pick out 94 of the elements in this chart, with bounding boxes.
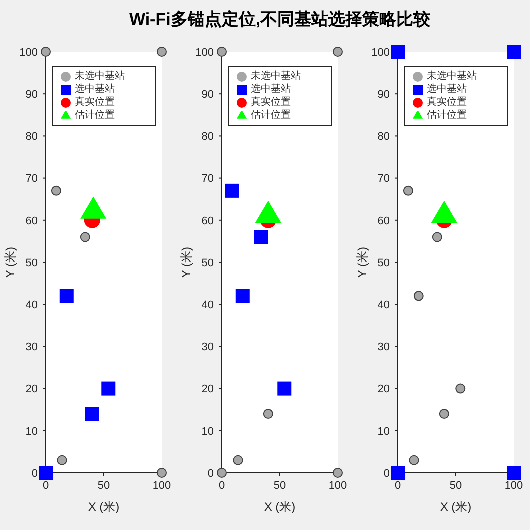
point (51, 186, 62, 196)
y-tick-label: 10 (26, 426, 38, 438)
point (254, 230, 268, 244)
y-tick-label: 10 (378, 426, 390, 438)
y-tick-label: 90 (202, 89, 214, 102)
point (456, 384, 466, 394)
y-tick-label: 100 (372, 46, 390, 59)
legend-label: 未选中基站 (427, 71, 477, 82)
y-tick-label: 0 (384, 468, 390, 480)
y-tick-label: 100 (20, 46, 38, 59)
point (414, 291, 424, 302)
x-tick-label: 0 (394, 480, 402, 492)
point (432, 232, 442, 242)
y-tick-label: 40 (202, 300, 214, 312)
chart-title: Wi-Fi多锚点定位,不同基站选择策略比较 (128, 9, 432, 31)
point (391, 45, 405, 59)
point (439, 409, 450, 420)
y-tick-label: 60 (26, 215, 38, 228)
x-tick-label: 100 (504, 480, 524, 492)
point (41, 47, 51, 57)
y-tick-label: 50 (26, 257, 38, 270)
legend-label: 选中基站 (427, 84, 467, 95)
point (236, 289, 250, 304)
point (217, 47, 227, 57)
point (157, 47, 167, 57)
y-axis-title: Y (米) (3, 246, 18, 278)
point (333, 468, 343, 478)
y-tick-label: 40 (378, 300, 390, 312)
y-tick-label: 50 (202, 257, 214, 270)
point (225, 184, 240, 198)
legend-label: 估计位置 (75, 110, 115, 121)
y-tick-label: 20 (202, 384, 214, 396)
y-axis-title: Y (米) (179, 246, 194, 278)
point (233, 455, 244, 466)
point (39, 466, 53, 480)
point (431, 200, 458, 224)
point (278, 382, 292, 396)
legend-label: 选中基站 (251, 84, 291, 95)
y-tick-label: 20 (378, 384, 390, 396)
point (409, 455, 420, 466)
y-tick-label: 20 (26, 384, 38, 396)
x-tick-label: 50 (450, 480, 462, 492)
y-tick-label: 10 (202, 426, 214, 438)
y-tick-label: 90 (26, 89, 38, 102)
point (507, 45, 521, 59)
point (403, 186, 414, 196)
y-tick-label: 0 (208, 468, 214, 480)
point (391, 466, 405, 480)
x-tick-label: 0 (42, 480, 50, 492)
y-tick-label: 30 (202, 342, 214, 354)
point (57, 455, 68, 466)
x-tick-label: 100 (152, 480, 172, 492)
legend-label: 真实位置 (427, 97, 467, 108)
y-axis-title: Y (米) (355, 246, 370, 278)
x-tick-label: 50 (98, 480, 110, 492)
x-tick-label: 0 (218, 480, 226, 492)
y-tick-label: 0 (32, 468, 38, 480)
y-tick-label: 80 (26, 131, 38, 144)
point (217, 468, 227, 478)
y-tick-label: 80 (378, 131, 390, 144)
y-tick-label: 100 (196, 46, 214, 59)
y-tick-label: 40 (26, 300, 38, 312)
y-tick-label: 30 (26, 342, 38, 354)
y-tick-label: 80 (202, 131, 214, 144)
point (157, 468, 167, 478)
y-tick-label: 70 (378, 173, 390, 186)
legend-label: 选中基站 (75, 84, 115, 95)
y-tick-label: 50 (378, 257, 390, 270)
legend-label: 未选中基站 (251, 71, 301, 82)
point (80, 196, 107, 219)
legend-label: 真实位置 (251, 97, 291, 108)
point (507, 466, 521, 480)
legend-label: 估计位置 (427, 110, 467, 121)
y-tick-label: 90 (378, 89, 390, 102)
point (333, 47, 343, 57)
x-tick-label: 50 (274, 480, 286, 492)
y-tick-label: 70 (202, 173, 214, 186)
x-axis-title: X (米) (264, 500, 296, 514)
point (85, 407, 100, 422)
y-tick-label: 60 (202, 215, 214, 228)
y-tick-label: 60 (378, 215, 390, 228)
legend-label: 真实位置 (75, 97, 115, 108)
x-axis-title: X (米) (440, 500, 472, 514)
x-tick-label: 100 (328, 480, 348, 492)
point (80, 232, 90, 242)
point (102, 382, 116, 396)
point (255, 200, 282, 224)
y-tick-label: 70 (26, 173, 38, 186)
point (263, 409, 274, 420)
x-axis-title: X (米) (88, 500, 120, 514)
y-tick-label: 30 (378, 342, 390, 354)
point (60, 289, 74, 304)
legend-label: 未选中基站 (75, 71, 125, 82)
legend-label: 估计位置 (251, 110, 291, 121)
